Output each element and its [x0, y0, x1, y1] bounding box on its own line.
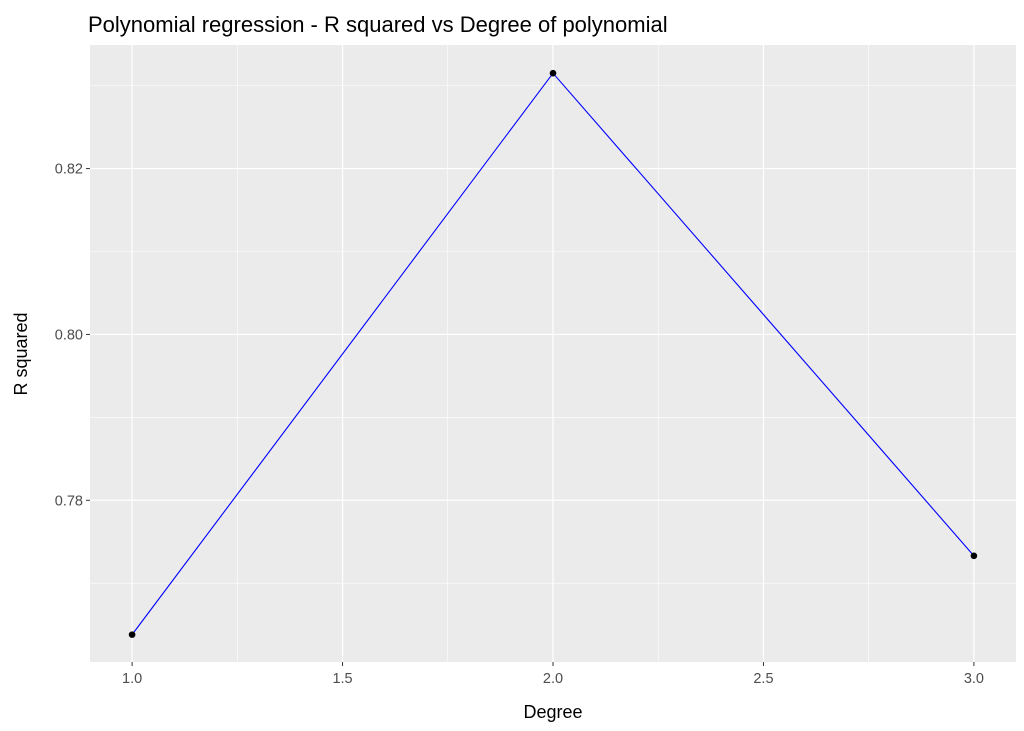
- y-tick-label-1: 0.80: [55, 327, 83, 343]
- tick-labels: 1.0 1.5 2.0 2.5 3.0 0.78 0.80 0.82: [55, 162, 984, 687]
- data-point-0: [128, 631, 136, 638]
- x-tick-label-0: 1.0: [122, 671, 142, 687]
- x-tick-label-1: 1.5: [332, 671, 352, 687]
- x-axis-label: Degree: [523, 702, 582, 722]
- x-tick-label-2: 2.0: [543, 671, 563, 687]
- chart-title: Polynomial regression - R squared vs Deg…: [88, 12, 668, 37]
- x-tick-label-3: 2.5: [753, 671, 773, 687]
- y-tick-label-2: 0.82: [55, 162, 83, 178]
- data-points: [128, 69, 978, 638]
- y-axis-label: R squared: [11, 312, 31, 395]
- data-point-2: [970, 552, 978, 560]
- x-tick-label-4: 3.0: [964, 671, 984, 687]
- y-tick-label-0: 0.78: [55, 493, 83, 509]
- axis-ticks: [86, 168, 975, 666]
- data-point-1: [549, 69, 557, 77]
